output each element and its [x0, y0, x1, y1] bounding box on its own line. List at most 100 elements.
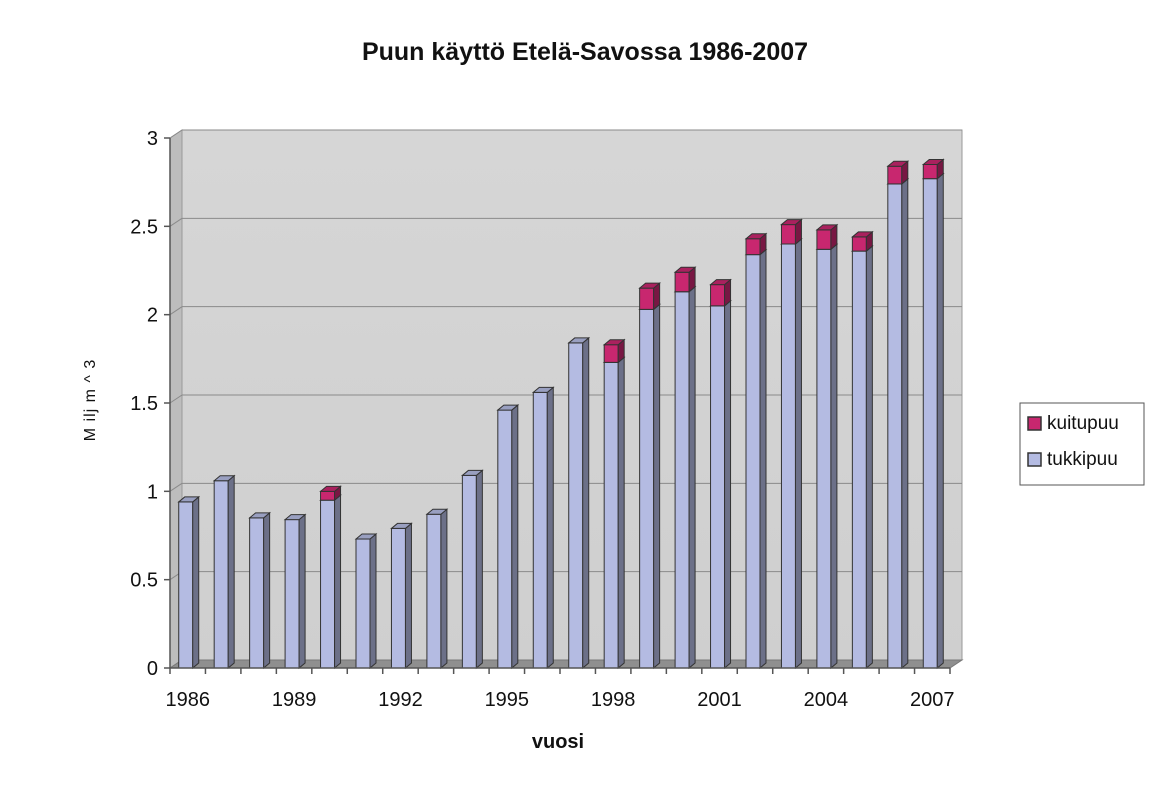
- x-tick-label: 1995: [485, 689, 530, 711]
- bar-front: [284, 519, 300, 669]
- bar-kuitupuu-2002: [744, 232, 768, 256]
- y-tick-label: 0: [147, 658, 158, 680]
- bar-tukkipuu-1999: [638, 303, 662, 670]
- legend-label: kuitupuu: [1047, 413, 1119, 434]
- bar-front: [780, 243, 796, 669]
- bar-side: [404, 522, 412, 670]
- gridline-side: [169, 394, 183, 404]
- y-tick-label: 1.5: [130, 393, 158, 415]
- bar-tukkipuu-1997: [567, 336, 591, 670]
- bar-front: [426, 513, 442, 669]
- bar-side: [794, 237, 802, 670]
- bar-front: [532, 391, 548, 669]
- y-tick-label: 2.5: [130, 216, 158, 238]
- bar-front: [603, 344, 619, 363]
- gridline-side: [169, 217, 183, 227]
- bar-top: [177, 496, 201, 503]
- bar-front: [816, 229, 832, 250]
- bar-side: [298, 513, 306, 670]
- bar-tukkipuu-2006: [886, 177, 910, 670]
- gridline-side: [169, 482, 183, 492]
- bar-side: [901, 177, 909, 670]
- bar-front: [390, 527, 406, 669]
- bar-front: [674, 291, 690, 669]
- bar-tukkipuu-1986: [177, 495, 201, 670]
- bar-tukkipuu-1990: [319, 494, 342, 670]
- bar-front: [178, 501, 194, 669]
- bar-tukkipuu-1993: [425, 508, 449, 670]
- bar-tukkipuu-2000: [673, 285, 697, 670]
- bar-front: [780, 224, 796, 245]
- x-tick-label: 2007: [910, 689, 955, 711]
- bar-tukkipuu-1988: [248, 511, 272, 670]
- bar-top: [780, 219, 803, 226]
- bar-top: [567, 337, 591, 344]
- bar-front: [922, 164, 938, 180]
- bar-tukkipuu-2002: [744, 248, 768, 670]
- bar-front: [851, 236, 867, 252]
- bar-tukkipuu-1989: [283, 513, 307, 670]
- bar-tukkipuu-1987: [212, 474, 236, 670]
- plot-area: [168, 129, 964, 670]
- bar-side: [688, 285, 696, 670]
- bar-side: [865, 244, 873, 670]
- bar-front: [603, 361, 619, 669]
- legend-swatch: [1027, 452, 1042, 467]
- bar-side: [440, 508, 448, 670]
- bar-side: [617, 356, 625, 670]
- bar-tukkipuu-2004: [815, 243, 839, 670]
- bar-side: [227, 474, 235, 670]
- bar-front: [497, 409, 513, 669]
- x-tick-label: 1992: [378, 689, 423, 711]
- bar-kuitupuu-2005: [850, 230, 874, 253]
- bar-side: [511, 403, 519, 670]
- bar-top: [815, 224, 839, 231]
- bar-front: [922, 178, 938, 669]
- bar-top: [921, 159, 945, 165]
- bar-front: [639, 308, 655, 669]
- bar-kuitupuu-2004: [815, 223, 839, 251]
- bar-kuitupuu-2006: [886, 160, 910, 186]
- bar-tukkipuu-1991: [354, 532, 378, 670]
- bar-front: [568, 342, 584, 669]
- y-tick-label: 2: [147, 305, 158, 327]
- bar-top: [212, 475, 236, 482]
- bar-top: [319, 485, 342, 492]
- bar-top: [531, 386, 555, 393]
- bar-top: [425, 508, 449, 515]
- bar-kuitupuu-1990: [319, 485, 342, 502]
- bar-front: [639, 287, 655, 310]
- bar-top: [460, 469, 484, 476]
- bar-side: [475, 469, 483, 670]
- y-tick-label: 3: [147, 128, 158, 150]
- x-tick-label: 2001: [697, 689, 742, 711]
- bar-side: [759, 248, 767, 670]
- bar-top: [638, 282, 662, 289]
- legend: kuitupuu tukkipuu: [1019, 402, 1145, 486]
- gridline-side: [169, 129, 183, 139]
- x-axis-label: vuosi: [532, 731, 584, 753]
- bar-tukkipuu-2003: [780, 237, 803, 670]
- bar-top: [744, 233, 768, 240]
- bar-side: [334, 494, 342, 670]
- bar-front: [710, 305, 726, 669]
- bar-kuitupuu-2000: [673, 266, 697, 293]
- bar-top: [850, 231, 874, 238]
- bar-kuitupuu-2001: [709, 278, 732, 307]
- bar-side: [582, 336, 590, 670]
- chart-title: Puun käyttö Etelä-Savossa 1986-2007: [362, 38, 808, 66]
- bar-tukkipuu-1994: [460, 469, 484, 670]
- bar-kuitupuu-1999: [638, 282, 662, 311]
- x-tick-label: 2004: [804, 689, 849, 711]
- bar-kuitupuu-1998: [602, 338, 626, 364]
- legend-label: tukkipuu: [1047, 449, 1118, 470]
- bar-tukkipuu-1998: [602, 356, 626, 670]
- bar-front: [461, 474, 477, 669]
- bar-front: [674, 271, 690, 293]
- bar-top: [248, 512, 272, 519]
- bar-front: [213, 480, 229, 669]
- bar-side: [369, 532, 377, 670]
- bar-side: [192, 495, 200, 670]
- bar-tukkipuu-1995: [496, 403, 520, 670]
